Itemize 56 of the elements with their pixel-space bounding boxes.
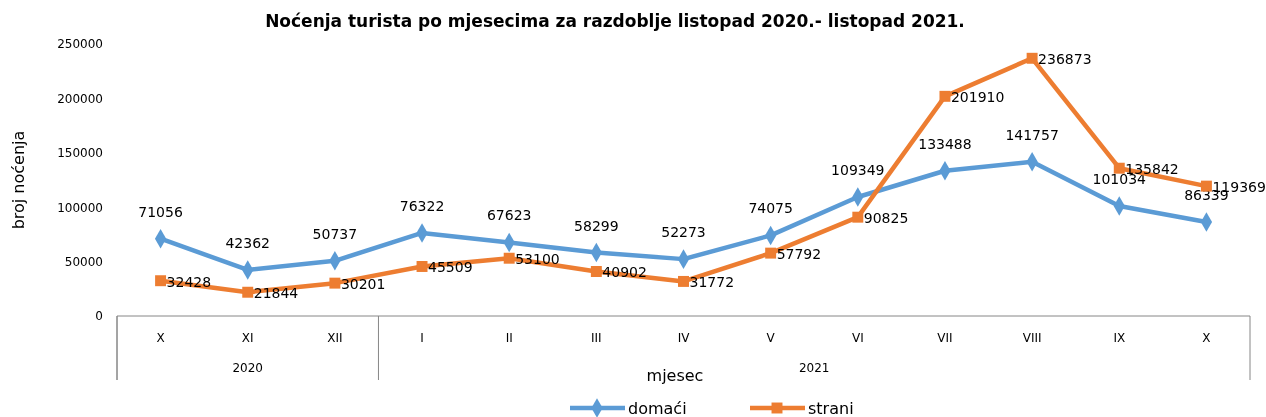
data-label: 133488 (918, 135, 972, 152)
data-label: 42362 (225, 234, 270, 251)
data-label: 109349 (831, 162, 885, 179)
y-tick-label: 0 (95, 309, 103, 324)
x-tick-label: II (505, 331, 513, 345)
point (1026, 52, 1038, 64)
data-label: 30201 (340, 276, 386, 293)
x-tick-label: IV (677, 331, 691, 345)
legend-label: strani (808, 399, 854, 417)
x-tick-label: XI (241, 331, 254, 345)
data-label: 58299 (574, 217, 619, 234)
data-label: 236873 (1038, 51, 1092, 68)
y-tick-label: 250000 (57, 37, 103, 52)
y-tick-label: 200000 (57, 91, 103, 106)
legend-label: domaći (628, 399, 687, 417)
y-tick-label: 50000 (64, 254, 103, 269)
x-tick-label: X (1202, 331, 1211, 345)
data-label: 74075 (748, 200, 793, 217)
text: 2020 (232, 361, 263, 375)
point (1113, 162, 1125, 174)
y-tick-label: 100000 (57, 200, 103, 215)
data-label: 40902 (602, 264, 647, 281)
point (590, 266, 602, 277)
x-tick-label: VI (851, 331, 864, 345)
x-axis-title: mjesec (646, 366, 704, 385)
data-label: 76322 (399, 197, 445, 214)
point (503, 252, 515, 264)
data-label: 71056 (138, 203, 183, 220)
point (765, 247, 777, 259)
x-tick-label: VIII (1022, 331, 1042, 345)
point (852, 211, 864, 223)
data-label: 67623 (486, 207, 532, 224)
chart-title: Noćenja turista po mjesecima za razdoblje listopad 2020.- listopad 2021. (265, 11, 965, 31)
point (242, 286, 254, 298)
point (939, 90, 951, 102)
point (155, 275, 167, 287)
text: 2021 (798, 361, 830, 375)
x-tick-label: III (591, 331, 602, 345)
data-label: 52273 (661, 224, 706, 241)
data-label: 141757 (1005, 126, 1059, 143)
x-tick-label: IX (1113, 331, 1126, 345)
x-tick-label: XII (327, 331, 343, 345)
y-axis-title: broj noćenja (9, 130, 28, 230)
point (678, 275, 689, 287)
x-tick-label: X (156, 331, 165, 345)
data-label: 31772 (689, 274, 735, 291)
point (329, 277, 341, 289)
x-tick-label: I (420, 331, 424, 345)
data-label: 90825 (863, 210, 909, 227)
x-tick-label: V (766, 331, 776, 345)
data-label: 57792 (776, 246, 822, 263)
x-tick-label: VII (937, 331, 953, 345)
data-label: 50737 (312, 225, 358, 242)
data-label: 201910 (950, 89, 1005, 106)
y-tick-label: 150000 (57, 146, 103, 161)
point (416, 261, 428, 272)
